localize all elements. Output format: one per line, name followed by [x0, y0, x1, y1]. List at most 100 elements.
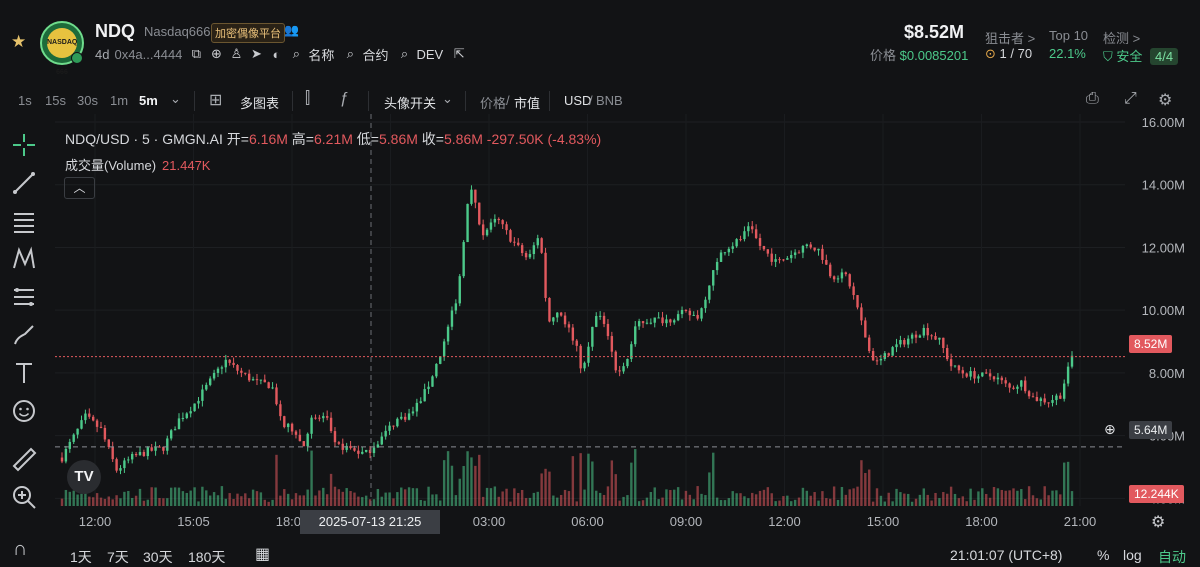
telegram-icon[interactable]: ➤ — [250, 46, 262, 61]
token-address[interactable]: 0x4a...4444 — [114, 46, 183, 62]
range-30d[interactable]: 30天 — [143, 549, 173, 565]
zoom-in-icon[interactable] — [11, 484, 37, 510]
candle-body — [965, 373, 968, 377]
auto-toggle[interactable]: 自动 — [1158, 549, 1186, 565]
globe-icon[interactable]: ⊕ — [210, 46, 222, 61]
candle-body — [645, 322, 649, 324]
candle-body — [419, 401, 422, 403]
indicators-icon[interactable]: ƒ — [340, 90, 349, 107]
token-avatar: NASDAQ 666 — [40, 21, 84, 76]
toolbar-divider — [194, 91, 195, 111]
settings-icon[interactable]: ⚙ — [1158, 92, 1173, 109]
chart-canvas[interactable]: 4.00M6.00M8.00M10.00M12.00M14.00M16.00M1… — [50, 114, 1200, 538]
log-toggle[interactable]: log — [1123, 547, 1142, 563]
fullscreen-icon[interactable]: ⤢ — [1124, 90, 1137, 107]
candle-body — [423, 389, 426, 402]
volume-bar — [673, 489, 676, 506]
volume-bar — [376, 489, 380, 506]
candle-body — [294, 431, 298, 435]
mcap-mode[interactable]: 市值 — [514, 96, 541, 111]
fib-icon[interactable] — [11, 284, 37, 310]
brush-icon[interactable] — [11, 322, 37, 348]
volume-bar — [251, 489, 255, 506]
horizontal-lines-icon[interactable] — [11, 208, 37, 234]
volume-bar — [715, 497, 719, 506]
search-dev-icon[interactable]: ⌕ — [400, 46, 409, 61]
chart-link-icon[interactable]: ◐ — [272, 46, 281, 62]
volume-bar — [918, 494, 922, 506]
copy-icon[interactable]: ⧉ — [191, 46, 202, 61]
candle-body — [169, 430, 173, 439]
range-7d[interactable]: 7天 — [107, 549, 129, 565]
volume-bar — [513, 488, 516, 506]
search-contract-link[interactable]: 合约 — [362, 47, 389, 63]
candle-type-icon[interactable]: ⫿ — [305, 90, 311, 107]
volume-bar — [130, 497, 134, 506]
range-1d[interactable]: 1天 — [70, 549, 92, 565]
search-contract-icon[interactable]: ⌕ — [346, 46, 355, 61]
calendar-icon[interactable]: ▦ — [255, 546, 271, 563]
search-dev-link[interactable]: DEV — [416, 46, 444, 62]
favorite-star-icon[interactable]: ★ — [11, 32, 27, 51]
bnb-mode[interactable]: BNB — [596, 93, 623, 108]
token-header: ★ NASDAQ 666 NDQ Nasdaq666 加密偶像平台 👥 4d 0… — [0, 0, 1200, 82]
pattern-icon[interactable] — [11, 246, 37, 272]
interval-15s[interactable]: 15s — [45, 93, 66, 108]
volume-bar — [314, 495, 317, 506]
candle-body — [879, 358, 883, 361]
add-chart-icon[interactable]: ⊞ — [209, 92, 223, 109]
candle-body — [918, 335, 922, 338]
snipers-label[interactable]: 狙击者 > — [985, 31, 1036, 46]
volume-bar — [665, 489, 668, 506]
interval-1m[interactable]: 1m — [110, 93, 129, 108]
candle-body — [786, 258, 789, 260]
add-alert-icon[interactable]: ⊕ — [1104, 421, 1116, 437]
candle-body — [212, 372, 216, 379]
axis-settings-icon[interactable]: ⚙ — [1151, 514, 1166, 531]
candle-body — [844, 272, 848, 275]
crosshair-icon[interactable] — [11, 132, 37, 158]
text-tool-icon[interactable] — [11, 360, 37, 386]
ruler-icon[interactable] — [11, 446, 37, 472]
volume-bar — [532, 492, 536, 506]
multi-chart-button[interactable]: 多图表 — [240, 96, 280, 111]
volume-bar — [84, 492, 87, 506]
avatar-toggle[interactable]: 头像开关 — [384, 96, 437, 111]
usd-mode[interactable]: USD — [564, 93, 592, 108]
share-icon[interactable]: ⇱ — [453, 46, 465, 61]
volume-bar — [981, 488, 984, 506]
price-mode[interactable]: 价格 — [480, 96, 507, 111]
interval-5m[interactable]: 5m — [139, 93, 158, 108]
candle-body — [481, 224, 485, 236]
range-180d[interactable]: 180天 — [188, 549, 226, 565]
candle-body — [99, 426, 103, 428]
collapse-legend-button[interactable]: ︿ — [64, 177, 95, 199]
check-label[interactable]: 检测 > — [1103, 31, 1141, 46]
candle-body — [302, 441, 305, 447]
price-chart[interactable]: 4.00M6.00M8.00M10.00M12.00M14.00M16.00M1… — [50, 114, 1200, 567]
candle-body — [910, 334, 914, 339]
volume-bar — [938, 498, 941, 506]
user-icon[interactable]: ♙ — [230, 46, 243, 61]
emoji-icon[interactable] — [11, 398, 37, 424]
trend-line-icon[interactable] — [11, 170, 37, 196]
candle-body — [712, 270, 715, 286]
volume-bar — [485, 487, 489, 506]
volume-bar — [349, 491, 352, 506]
avatar-toggle-dropdown-icon[interactable]: ⌄ — [442, 91, 453, 106]
candle-body — [154, 446, 157, 451]
tradingview-logo[interactable]: TV — [67, 460, 101, 494]
interval-dropdown-icon[interactable]: ⌄ — [170, 91, 181, 106]
screenshot-icon[interactable]: ⎙ — [1086, 90, 1099, 107]
search-name-icon[interactable]: ⌕ — [292, 46, 301, 61]
interval-30s[interactable]: 30s — [77, 93, 98, 108]
avatar-label: NASDAQ 666 — [47, 28, 77, 76]
percent-toggle[interactable]: % — [1097, 547, 1110, 563]
volume-bar — [290, 499, 294, 506]
search-name-link[interactable]: 名称 — [308, 47, 335, 63]
community-icon[interactable]: 👥 — [284, 23, 299, 37]
candle-body — [836, 278, 840, 280]
interval-1s[interactable]: 1s — [18, 93, 32, 108]
candle-body — [329, 417, 333, 432]
magnet-icon[interactable]: ∩ — [13, 538, 28, 560]
